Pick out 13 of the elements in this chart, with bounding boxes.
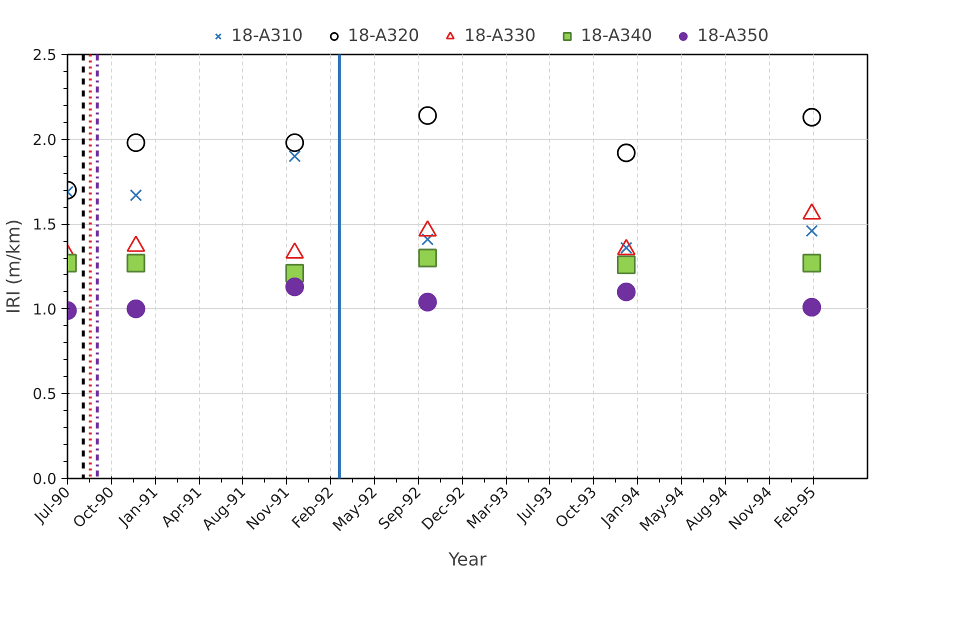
y-tick-label: 0.5 [32,385,57,404]
legend-label: 18-A330 [464,26,536,46]
y-tick-label: 2.0 [32,130,57,149]
y-tick-label: 1.0 [32,300,57,318]
y-tick-label: 0.0 [32,470,57,488]
y-tick-label: 2.5 [32,46,57,64]
legend-label: 18-A350 [697,26,769,46]
x-axis-title: Year [447,549,488,570]
y-tick-label: 1.5 [32,216,57,234]
y-axis-title: IRI (m/km) [4,219,25,314]
legend-label: 18-A310 [231,26,303,46]
legend-label: 18-A320 [348,26,420,46]
legend-label: 18-A340 [580,26,652,46]
